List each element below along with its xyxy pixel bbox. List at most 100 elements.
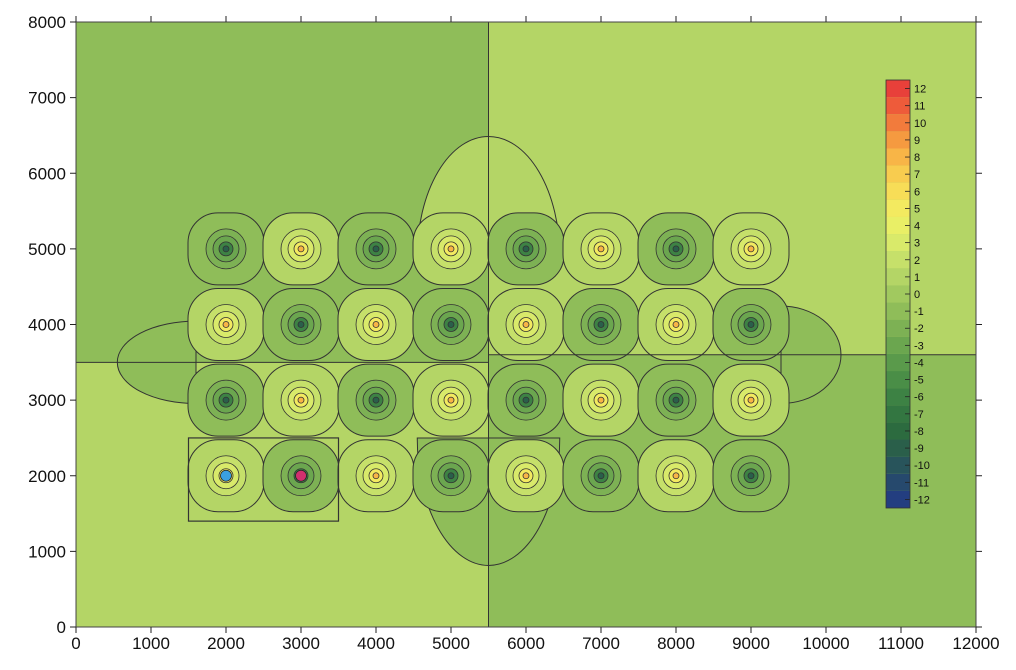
x-tick-label: 2000: [207, 634, 245, 653]
x-tick-label: 11000: [878, 634, 924, 653]
y-tick-label: 3000: [28, 391, 66, 410]
colorbar-label: 1: [914, 272, 920, 284]
x-tick-label: 3000: [282, 634, 320, 653]
x-tick-label: 10000: [802, 634, 849, 653]
source-ring: [297, 321, 305, 328]
colorbar-swatch: [886, 165, 910, 183]
colorbar-swatch: [886, 148, 910, 166]
colorbar-swatch: [886, 439, 910, 457]
source-ring: [222, 245, 230, 253]
highlight-marker: [220, 469, 232, 482]
highlight-marker: [295, 469, 307, 482]
source-ring: [522, 321, 530, 328]
colorbar-swatch: [886, 251, 910, 269]
source-ring: [747, 396, 755, 404]
colorbar-swatch: [886, 182, 910, 200]
colorbar-label: -7: [914, 409, 924, 421]
colorbar-label: 11: [914, 101, 925, 113]
colorbar-label: 6: [914, 186, 920, 198]
colorbar-swatch: [886, 371, 910, 389]
source-ring: [447, 396, 455, 404]
source-ring: [522, 396, 530, 404]
colorbar-swatch: [886, 80, 910, 98]
colorbar-label: -1: [914, 306, 924, 318]
x-tick-label: 6000: [507, 634, 545, 653]
source-ring: [372, 245, 380, 253]
colorbar-label: -3: [914, 340, 924, 352]
colorbar-label: 10: [914, 118, 926, 130]
colorbar-label: -8: [914, 426, 924, 438]
colorbar-swatch: [886, 268, 910, 286]
source-ring: [372, 472, 380, 480]
x-tick-label: 7000: [582, 634, 620, 653]
colorbar-swatch: [886, 473, 910, 491]
colorbar-swatch: [886, 405, 910, 423]
colorbar-label: 0: [914, 289, 920, 301]
colorbar-label: 3: [914, 238, 920, 250]
colorbar-swatch: [886, 285, 910, 303]
y-tick-label: 2000: [28, 467, 66, 486]
colorbar-label: 7: [914, 169, 920, 181]
colorbar-label: -11: [914, 477, 929, 489]
colorbar-swatch: [886, 456, 910, 474]
colorbar-swatch: [886, 388, 910, 406]
colorbar-swatch: [886, 97, 910, 115]
source-ring: [672, 472, 680, 480]
colorbar-swatch: [886, 336, 910, 354]
y-tick-label: 8000: [28, 13, 66, 32]
source-ring: [372, 396, 380, 404]
source-ring: [447, 245, 455, 253]
y-tick-label: 5000: [28, 240, 66, 259]
source-ring: [597, 472, 605, 480]
x-tick-label: 9000: [732, 634, 770, 653]
colorbar-swatch: [886, 234, 910, 252]
highlight-box: [187, 437, 340, 522]
source-ring: [297, 245, 305, 253]
source-ring: [522, 245, 530, 253]
colorbar-swatch: [886, 422, 910, 440]
colorbar-label: -4: [914, 357, 924, 369]
source-ring: [747, 321, 755, 328]
colorbar-label: -2: [914, 323, 924, 335]
x-tick-label: 0: [71, 634, 80, 653]
source-ring: [222, 396, 230, 404]
colorbar-label: 9: [914, 135, 920, 147]
x-tick-label: 1000: [132, 634, 170, 653]
source-ring: [672, 245, 680, 253]
source-ring: [747, 472, 755, 480]
source-ring: [672, 321, 680, 328]
source-ring: [447, 472, 455, 480]
colorbar-label: -5: [914, 375, 924, 387]
source-ring: [597, 396, 605, 404]
y-tick-label: 0: [57, 618, 66, 637]
source-ring: [372, 321, 380, 328]
colorbar-label: -6: [914, 392, 924, 404]
source-ring: [447, 321, 455, 328]
source-ring: [597, 245, 605, 253]
x-tick-label: 4000: [357, 634, 395, 653]
colorbar-swatch: [886, 114, 910, 132]
colorbar-swatch: [886, 199, 910, 217]
colorbar-label: -12: [914, 494, 930, 506]
source-ring: [747, 245, 755, 253]
source-ring: [672, 396, 680, 404]
colorbar-frame: [885, 79, 911, 509]
colorbar-label: -9: [914, 443, 924, 455]
x-tick-label: 8000: [657, 634, 695, 653]
y-tick-label: 4000: [28, 316, 66, 335]
colorbar-label: 2: [914, 255, 920, 267]
colorbar-label: 4: [914, 221, 920, 233]
colorbar-swatch: [886, 353, 910, 372]
x-tick-label: 12000: [952, 634, 999, 653]
colorbar-swatch: [886, 490, 910, 508]
colorbar-swatch: [886, 131, 910, 149]
y-tick-label: 7000: [28, 89, 66, 108]
source-ring: [297, 396, 305, 404]
x-tick-label: 5000: [432, 634, 470, 653]
colorbar-swatch: [886, 216, 910, 235]
y-tick-label: 6000: [28, 164, 66, 183]
colorbar-label: 12: [914, 84, 926, 96]
colorbar-label: 8: [914, 152, 920, 164]
